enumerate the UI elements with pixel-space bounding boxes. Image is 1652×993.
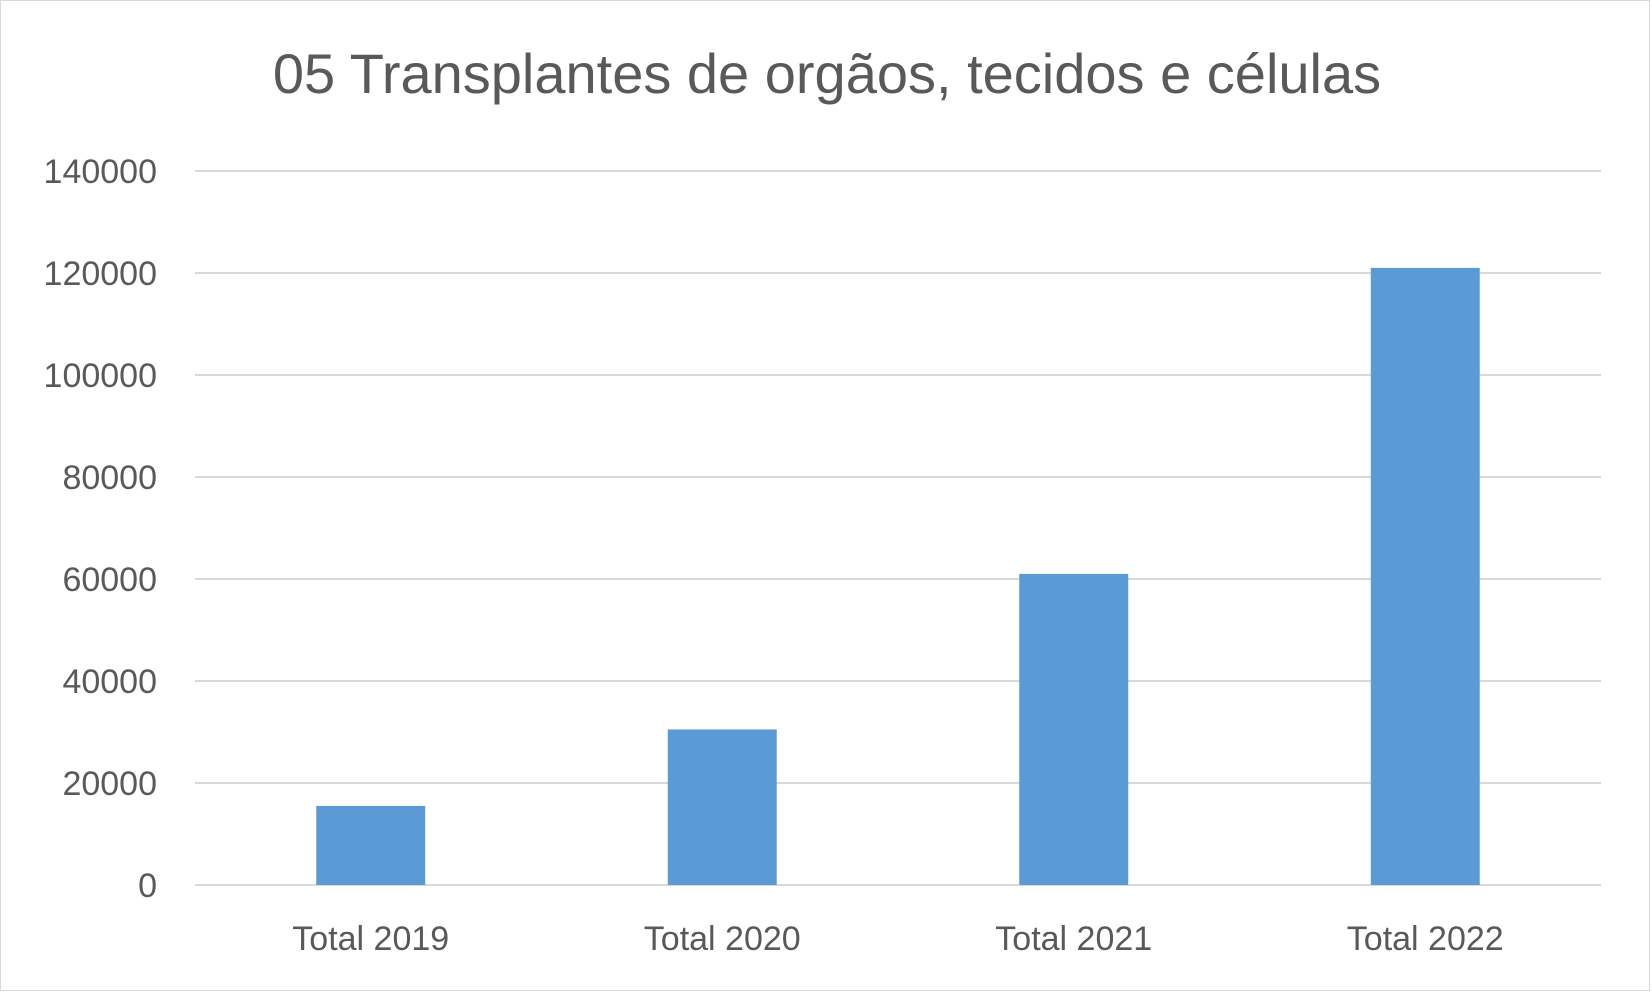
y-tick-label: 40000 bbox=[62, 663, 157, 701]
y-tick-label: 20000 bbox=[62, 765, 157, 803]
y-tick-label: 60000 bbox=[62, 561, 157, 599]
x-tick-label: Total 2021 bbox=[995, 920, 1152, 958]
y-tick-label: 100000 bbox=[44, 357, 157, 395]
bars bbox=[316, 267, 1480, 885]
bar bbox=[1019, 573, 1129, 885]
x-tick-label: Total 2022 bbox=[1347, 920, 1504, 958]
y-tick-label: 80000 bbox=[62, 459, 157, 497]
bar bbox=[667, 729, 777, 885]
y-tick-label: 120000 bbox=[44, 255, 157, 293]
y-tick-label: 0 bbox=[138, 867, 157, 905]
y-axis-tick-labels: 0 20000 40000 60000 80000 100000 120000 140000 bbox=[44, 153, 157, 905]
x-tick-label: Total 2019 bbox=[292, 920, 449, 958]
chart-title: 05 Transplantes de orgãos, tecidos e cél… bbox=[272, 42, 1382, 105]
bar bbox=[1370, 267, 1480, 885]
x-tick-label: Total 2020 bbox=[644, 920, 801, 958]
y-tick-label: 140000 bbox=[44, 153, 157, 191]
x-axis-tick-labels: Total 2019 Total 2020 Total 2021 Total 2022 bbox=[292, 920, 1503, 958]
bar bbox=[316, 805, 426, 885]
gridlines bbox=[195, 170, 1601, 886]
